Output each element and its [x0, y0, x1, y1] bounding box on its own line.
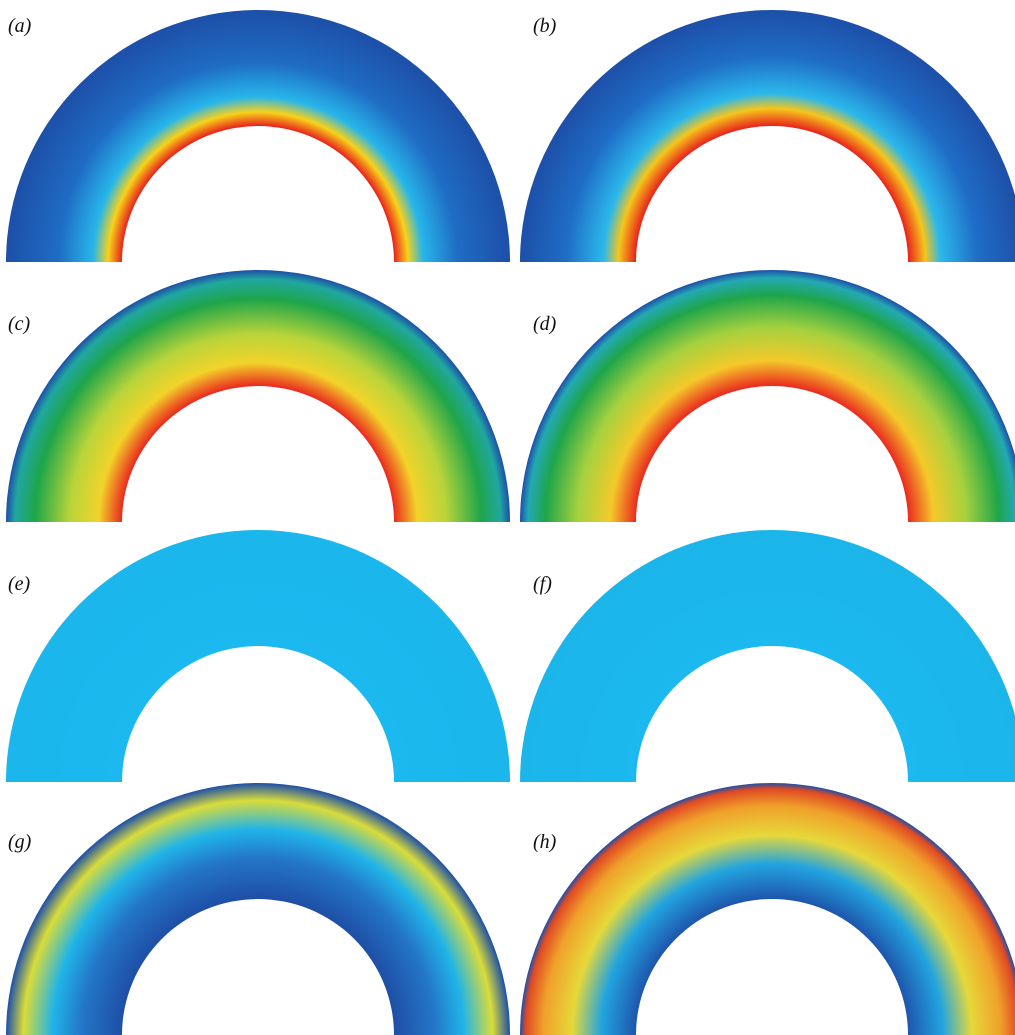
- simulation-panel: [520, 270, 1015, 522]
- simulation-panel: [520, 10, 1015, 262]
- simulation-panel: [6, 10, 510, 262]
- panel-label: (e): [8, 573, 31, 595]
- panel-label: (f): [533, 573, 552, 595]
- simulation-panel: [6, 270, 510, 522]
- panel-label: (a): [8, 15, 32, 37]
- simulation-panel: [520, 530, 1015, 782]
- panel-label: (c): [8, 313, 31, 335]
- panel-label: (d): [533, 313, 557, 335]
- simulation-panel: [6, 530, 510, 782]
- figure: (a) (b) (c) (d) (e) (f) (g) (h): [0, 0, 1015, 1035]
- panel-label: (b): [533, 15, 557, 37]
- simulation-panel: [520, 783, 1015, 1035]
- panel-label: (g): [8, 831, 32, 853]
- panel-label: (h): [533, 831, 557, 853]
- simulation-panel: [6, 783, 510, 1035]
